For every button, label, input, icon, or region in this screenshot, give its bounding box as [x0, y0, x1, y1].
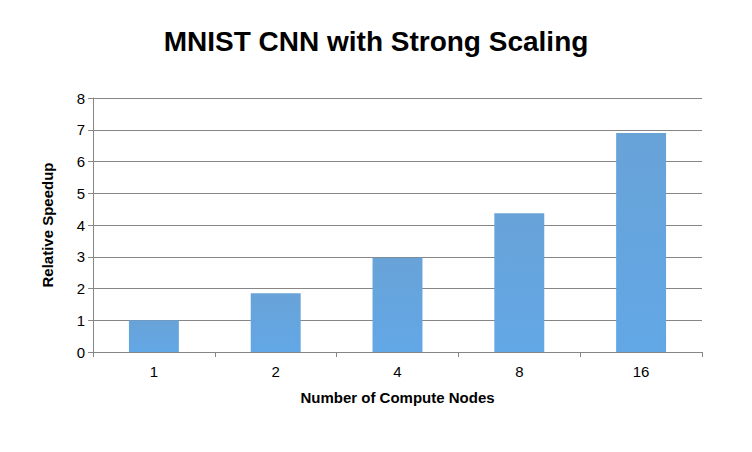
- svg-text:8: 8: [77, 90, 85, 107]
- svg-text:MNIST CNN with Strong Scaling: MNIST CNN with Strong Scaling: [164, 26, 589, 57]
- svg-text:7: 7: [77, 121, 85, 138]
- svg-text:6: 6: [77, 153, 85, 170]
- svg-text:Relative Speedup: Relative Speedup: [39, 162, 56, 287]
- svg-text:4: 4: [77, 217, 85, 234]
- svg-text:8: 8: [515, 363, 523, 380]
- svg-text:1: 1: [150, 363, 158, 380]
- svg-text:2: 2: [77, 280, 85, 297]
- svg-text:16: 16: [633, 363, 650, 380]
- svg-text:1: 1: [77, 312, 85, 329]
- svg-text:2: 2: [272, 363, 280, 380]
- svg-text:4: 4: [393, 363, 401, 380]
- svg-text:0: 0: [77, 344, 85, 361]
- svg-text:3: 3: [77, 248, 85, 265]
- svg-text:5: 5: [77, 185, 85, 202]
- svg-text:Number of Compute Nodes: Number of Compute Nodes: [300, 389, 494, 406]
